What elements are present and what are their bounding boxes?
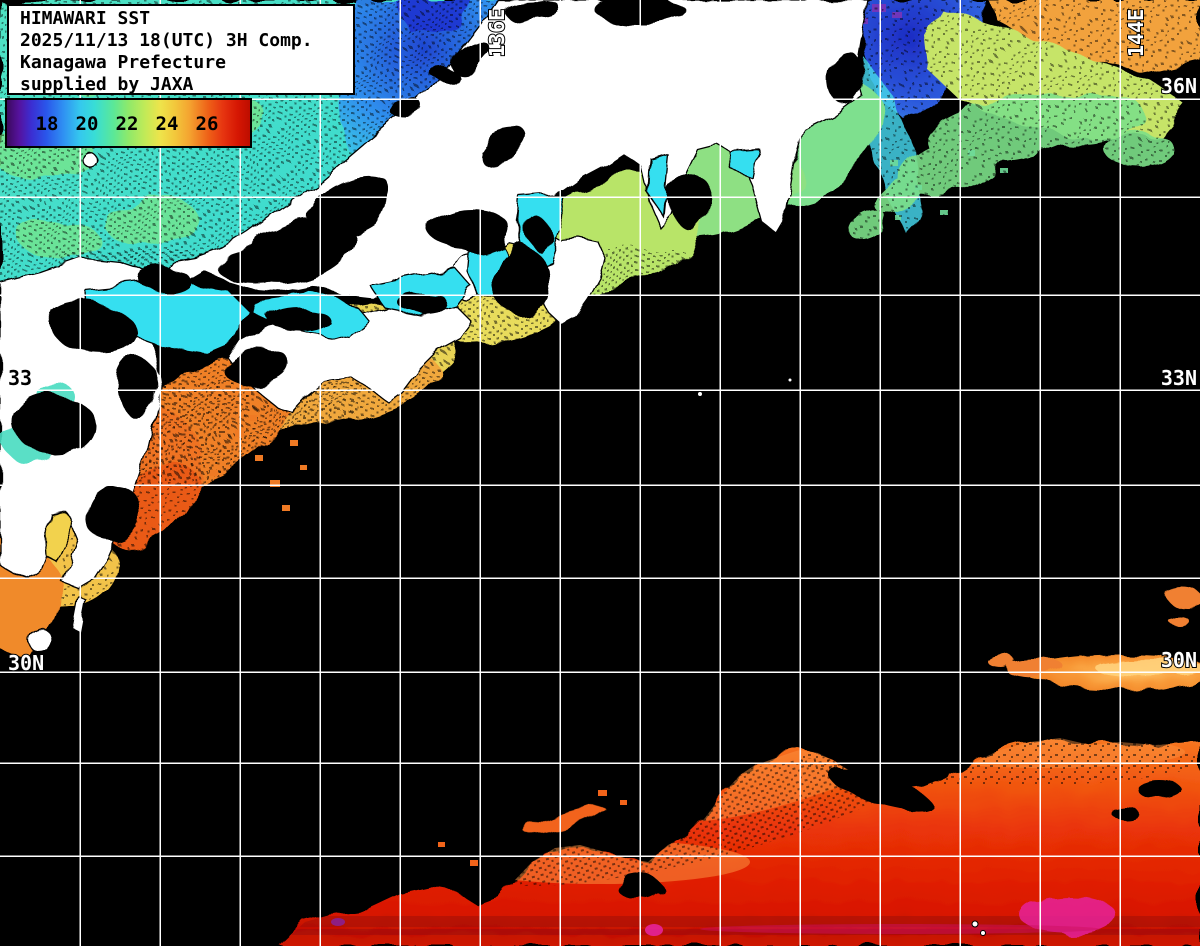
colorbar-tick-22: 22 [115, 113, 139, 135]
kagoshima-bay [47, 511, 69, 566]
colorbar-tick-18: 18 [35, 113, 59, 135]
sagami-bay [727, 147, 759, 179]
title-datetime: 2025/11/13 18(UTC) 3H Comp. [20, 30, 313, 51]
graticule-labels: 136E 144E 36N 33N 30N 33 30N [7, 8, 1198, 676]
lon-label-136e: 136E [485, 9, 509, 57]
lat-label-30n-right: 30N [1161, 648, 1197, 672]
title-product: HIMAWARI SST [20, 8, 151, 29]
lat-label-33n-right: 33N [1161, 366, 1197, 390]
title-credit: supplied by JAXA [20, 74, 194, 95]
colorbar-tick-20: 20 [75, 113, 99, 135]
suruga-bay [649, 154, 669, 218]
lat-label-33-left: 33 [8, 366, 32, 390]
lon-label-144e: 144E [1124, 9, 1148, 57]
small-islets [697, 377, 986, 936]
overland-detail [2, 0, 986, 936]
bottom-warm-mass [280, 734, 1200, 946]
land-tsushima [82, 152, 98, 168]
colorbar-tick-24: 24 [155, 113, 179, 135]
lat-label-30n-left: 30N [8, 651, 44, 675]
sst-colorbar: 18 20 22 24 26 [5, 98, 252, 148]
land-yakushima [27, 627, 53, 653]
info-box: HIMAWARI SST 2025/11/13 18(UTC) 3H Comp.… [7, 4, 355, 95]
colorbar-tick-26: 26 [195, 113, 219, 135]
lat-label-36n: 36N [1161, 74, 1197, 98]
title-region: Kanagawa Prefecture [20, 52, 226, 73]
